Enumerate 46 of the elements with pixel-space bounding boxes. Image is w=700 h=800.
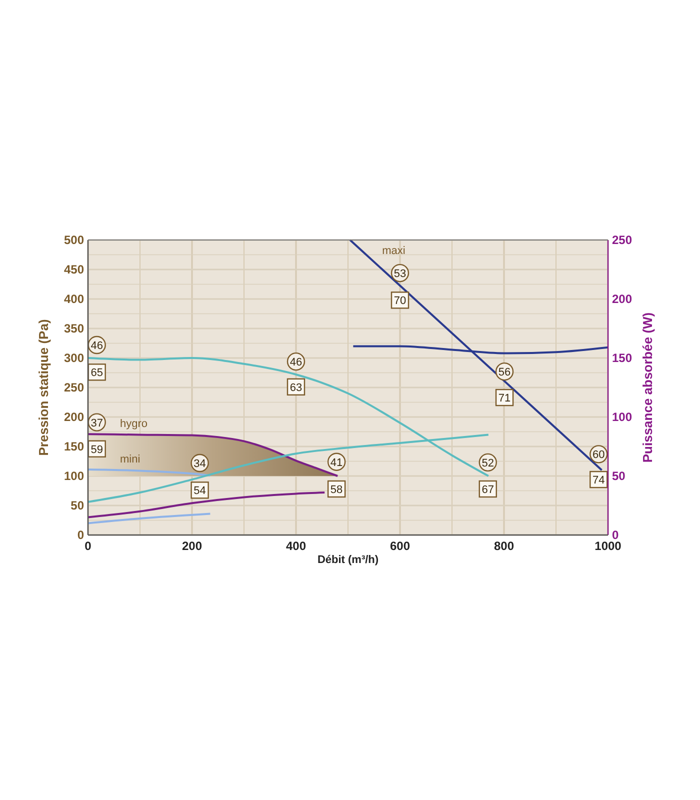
annotation: 59 [90,444,103,456]
annotation: 46 [90,340,103,352]
y2-tick-label: 50 [612,469,626,483]
y-tick-label: 250 [64,380,84,394]
y2-tick-label: 0 [612,528,619,542]
x-tick-label: 800 [494,539,514,553]
annotation: 70 [394,295,406,308]
annotation: 67 [482,484,494,496]
x-tick-label: 1000 [594,539,622,553]
annotation: 46 [290,356,302,369]
annotation: 37 [90,417,103,430]
annotation: 74 [592,474,605,487]
series-label: mini [120,454,140,466]
annotation: 41 [330,456,343,469]
y-tick-label: 450 [64,262,84,276]
x-tick-label: 200 [182,539,202,553]
annotation: 52 [482,457,494,470]
annotation: 54 [194,485,206,498]
x-tick-label: 600 [390,539,410,553]
annotation: 60 [592,449,605,462]
series-label: maxi [382,245,406,257]
y-tick-label: 150 [64,440,84,454]
y-tick-label: 100 [64,469,84,483]
series-label: hygro [120,418,148,430]
y-tick-label: 200 [64,410,84,424]
x-tick-label: 400 [286,539,306,553]
y2-tick-label: 250 [612,233,632,247]
y2-tick-label: 100 [612,410,632,424]
y-tick-label: 50 [70,498,84,512]
annotation: 56 [498,366,511,379]
annotation: 63 [290,382,302,394]
y2-tick-label: 150 [612,351,632,365]
y-tick-label: 400 [64,292,84,306]
annotation: 58 [330,484,343,496]
x-axis-title: Débit (m³/h) [317,554,379,566]
y-tick-label: 500 [64,233,84,247]
y2-axis-title: Puissance absorbée (W) [640,312,655,463]
y-tick-label: 0 [77,528,84,542]
y2-tick-label: 200 [612,292,632,306]
annotation: 34 [194,458,206,470]
annotation: 65 [90,367,103,380]
annotation: 71 [498,392,511,405]
y-axis-title: Pression statique (Pa) [36,319,51,456]
y-tick-label: 350 [64,322,84,336]
y-tick-label: 300 [64,351,84,365]
annotation: 53 [394,268,406,280]
